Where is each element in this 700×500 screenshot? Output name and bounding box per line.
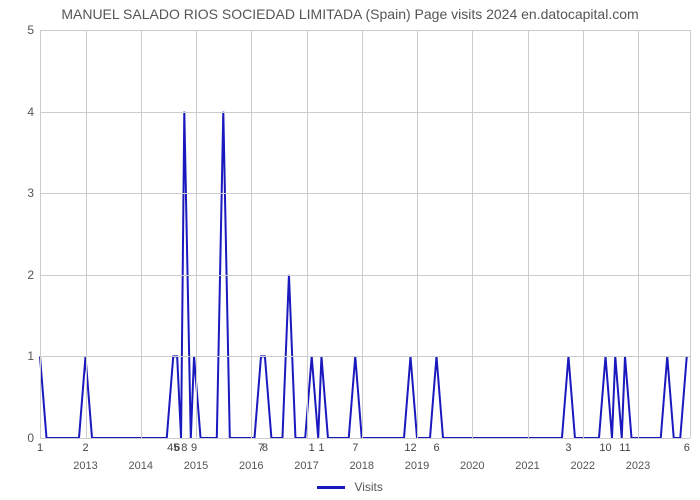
grid-line-v: [307, 30, 308, 438]
chart-container: MANUEL SALADO RIOS SOCIEDAD LIMITADA (Sp…: [0, 0, 700, 500]
x-tick-label: 2020: [460, 456, 484, 472]
x-tick-label: 2014: [129, 456, 153, 472]
grid-line-v: [417, 30, 418, 438]
y-tick-label: 5: [27, 23, 40, 37]
x-tick-label: 2013: [73, 456, 97, 472]
x-tick-label: 2022: [571, 456, 595, 472]
grid-line-h: [40, 275, 690, 276]
grid-line-v: [86, 30, 87, 438]
grid-line-h: [40, 438, 690, 439]
value-label: 1: [318, 438, 324, 454]
grid-line-v: [472, 30, 473, 438]
value-label: 2: [82, 438, 88, 454]
value-label: 6: [684, 438, 690, 454]
grid-line-v: [141, 30, 142, 438]
grid-line-h: [40, 30, 690, 31]
legend-label: Visits: [354, 480, 382, 494]
grid-line-v: [362, 30, 363, 438]
chart-title: MANUEL SALADO RIOS SOCIEDAD LIMITADA (Sp…: [0, 6, 700, 22]
x-tick-label: 2021: [515, 456, 539, 472]
y-tick-label: 4: [27, 105, 40, 119]
x-tick-label: 2017: [294, 456, 318, 472]
grid-line-h: [40, 193, 690, 194]
legend: Visits: [0, 480, 700, 494]
grid-line-v: [528, 30, 529, 438]
value-label: 8: [262, 438, 268, 454]
x-tick-label: 2018: [350, 456, 374, 472]
grid-line-v: [196, 30, 197, 438]
x-tick-label: 2016: [239, 456, 263, 472]
value-label: 7: [352, 438, 358, 454]
x-tick-label: 2019: [405, 456, 429, 472]
x-tick-label: 2015: [184, 456, 208, 472]
value-label: 11: [619, 438, 630, 454]
line-series: [40, 30, 690, 438]
x-tick-label: 2023: [626, 456, 650, 472]
grid-line-v: [583, 30, 584, 438]
value-label: 6: [433, 438, 439, 454]
value-label: 6: [174, 438, 180, 454]
value-label: 1: [309, 438, 315, 454]
y-tick-label: 3: [27, 186, 40, 200]
legend-swatch: [317, 486, 345, 489]
value-label: 10: [599, 438, 611, 454]
value-label: 12: [404, 438, 416, 454]
value-label: 1: [37, 438, 43, 454]
value-label: 8: [181, 438, 187, 454]
grid-line-v: [638, 30, 639, 438]
plot-area: 0123452013201420152016201720182019202020…: [40, 30, 690, 438]
y-tick-label: 1: [27, 349, 40, 363]
value-label: 9: [191, 438, 197, 454]
y-tick-label: 2: [27, 268, 40, 282]
value-label: 3: [565, 438, 571, 454]
grid-line-h: [40, 356, 690, 357]
grid-line-v: [251, 30, 252, 438]
grid-line-h: [40, 112, 690, 113]
